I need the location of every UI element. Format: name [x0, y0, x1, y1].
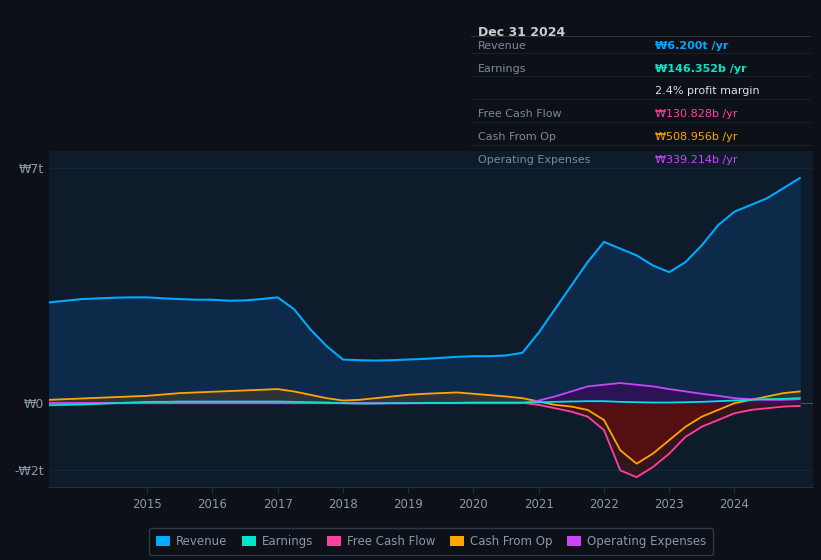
Text: ₩339.214b /yr: ₩339.214b /yr — [654, 155, 737, 165]
Text: Revenue: Revenue — [478, 41, 527, 51]
Text: Earnings: Earnings — [478, 64, 526, 73]
Text: ₩146.352b /yr: ₩146.352b /yr — [654, 64, 746, 73]
Text: ₩6.200t /yr: ₩6.200t /yr — [654, 41, 728, 51]
Text: Dec 31 2024: Dec 31 2024 — [478, 26, 565, 39]
Text: ₩508.956b /yr: ₩508.956b /yr — [654, 132, 737, 142]
Text: Cash From Op: Cash From Op — [478, 132, 556, 142]
Legend: Revenue, Earnings, Free Cash Flow, Cash From Op, Operating Expenses: Revenue, Earnings, Free Cash Flow, Cash … — [149, 528, 713, 555]
Text: Operating Expenses: Operating Expenses — [478, 155, 590, 165]
Text: Free Cash Flow: Free Cash Flow — [478, 109, 562, 119]
Text: 2.4% profit margin: 2.4% profit margin — [654, 86, 759, 96]
Text: ₩130.828b /yr: ₩130.828b /yr — [654, 109, 737, 119]
